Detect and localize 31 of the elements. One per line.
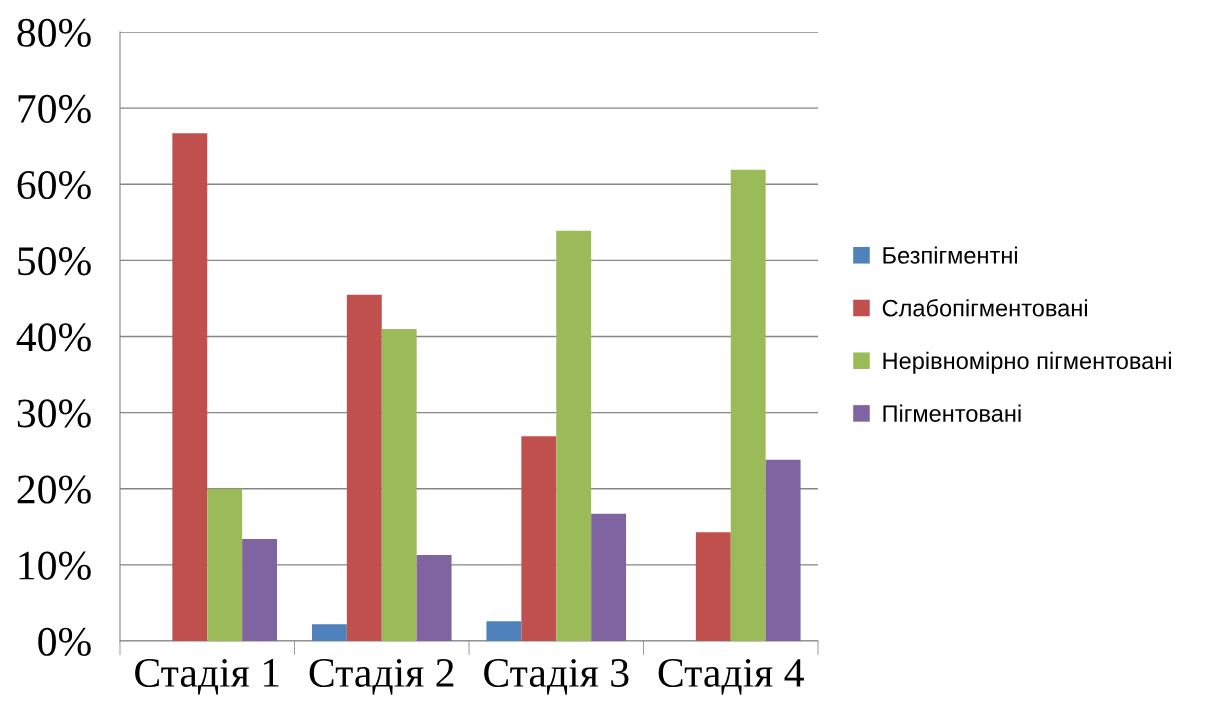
- bar: [381, 328, 417, 641]
- bar: [346, 294, 382, 641]
- bar: [521, 436, 557, 641]
- y-tick-label: 20%: [17, 475, 91, 504]
- bar: [207, 488, 243, 641]
- legend-label: Пігментовані: [883, 404, 1021, 422]
- bar: [242, 538, 278, 641]
- bar: [591, 513, 627, 641]
- bar: [765, 459, 801, 641]
- bar: [695, 532, 731, 641]
- bar: [486, 621, 522, 641]
- legend-label: Безпігментні: [883, 246, 1018, 264]
- y-tick-label: 10%: [19, 551, 91, 580]
- bar: [172, 133, 208, 641]
- y-tick-label: 70%: [18, 94, 91, 124]
- x-tick-label: Стадія 3: [484, 658, 629, 695]
- x-tick-label: Стадія 4: [658, 658, 804, 695]
- y-tick-label: 30%: [17, 399, 91, 428]
- y-tick-label: 40%: [16, 323, 91, 352]
- x-tick-label: Стадія 1: [135, 658, 279, 695]
- y-tick-label: 0%: [38, 627, 91, 656]
- bar: [556, 230, 592, 641]
- bar: [730, 169, 766, 641]
- legend-label: Нерівномірно пігментовані: [883, 351, 1171, 374]
- x-tick-label: Стадія 2: [309, 658, 454, 695]
- y-tick-label: 60%: [17, 171, 91, 200]
- legend-label: Слабопігментовані: [882, 298, 1087, 317]
- y-tick-label: 50%: [18, 247, 91, 276]
- bar: [311, 624, 347, 641]
- bar: [416, 554, 452, 641]
- y-tick-label: 80%: [17, 18, 91, 47]
